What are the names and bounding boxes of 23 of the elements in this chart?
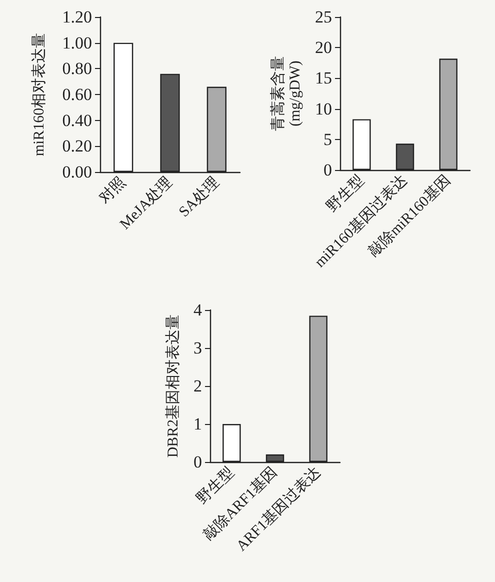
y-tick-label: 0 — [324, 160, 332, 180]
y-axis-title: 青蒿素含量 (mg/gDW) — [270, 56, 304, 131]
y-tick-label: 0.40 — [62, 110, 92, 130]
y-tick-label: 25 — [315, 8, 332, 26]
y-tick-label: 2 — [194, 376, 202, 396]
y-axis-title: miR160相对表达量 — [30, 32, 48, 156]
x-tick-label: SA处理 — [176, 174, 222, 220]
y-tick-label: 1.00 — [62, 33, 92, 52]
y-tick-label: 10 — [315, 99, 332, 118]
y-tick-label: 0.00 — [62, 162, 92, 182]
y-axis-title: DBR2基因相对表达量 — [164, 314, 182, 458]
x-tick-label: 对照 — [96, 174, 129, 207]
y-tick-label: 0.20 — [62, 136, 92, 156]
y-tick-label: 15 — [315, 68, 332, 88]
y-tick-label: 3 — [194, 338, 202, 358]
y-tick-label: 4 — [194, 300, 202, 320]
y-tick-label: 0 — [194, 452, 202, 472]
y-tick-label: 0.60 — [62, 85, 92, 104]
y-tick-label: 20 — [315, 38, 332, 58]
y-tick-label: 5 — [324, 130, 332, 149]
y-tick-label: 1 — [194, 414, 202, 434]
y-tick-label: 0.80 — [62, 59, 92, 78]
y-tick-label: 1.20 — [62, 8, 92, 26]
